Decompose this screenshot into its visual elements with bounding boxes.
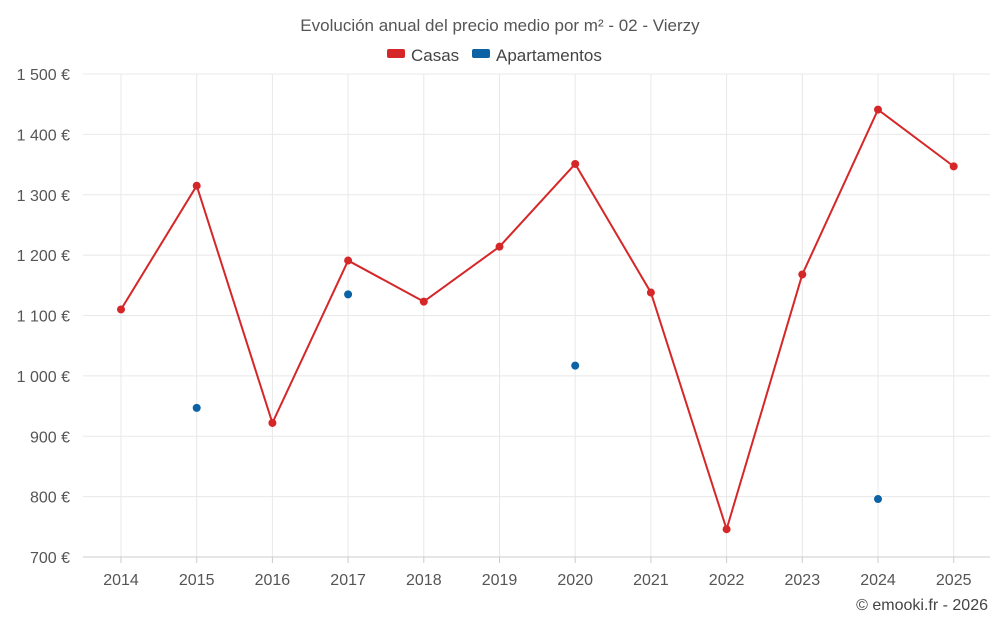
data-point-casas[interactable] — [874, 105, 882, 114]
legend-item-casas[interactable]: Casas — [387, 46, 459, 65]
data-point-apartamentos[interactable] — [571, 361, 580, 370]
grid — [83, 73, 990, 558]
y-tick-label: 1 000 € — [17, 369, 70, 386]
data-point-casas[interactable] — [344, 256, 353, 265]
data-point-casas[interactable] — [949, 162, 958, 171]
legend-label-casas: Casas — [411, 46, 459, 65]
data-point-casas[interactable] — [192, 181, 201, 190]
legend-label-apartamentos: Apartamentos — [496, 46, 602, 65]
data-point-casas[interactable] — [798, 270, 807, 279]
data-point-apartamentos[interactable] — [192, 403, 201, 412]
legend-item-apartamentos[interactable]: Apartamentos — [472, 46, 602, 65]
axes: 700 € 800 € 900 € 1 000 € 1 100 € 1 200 € 1 30… — [17, 67, 990, 589]
legend-swatch-casas — [387, 49, 405, 58]
data-point-apartamentos[interactable] — [344, 290, 353, 299]
data-point-casas[interactable] — [495, 242, 504, 251]
x-tick-label: 2022 — [709, 572, 745, 589]
x-tick-label: 2015 — [179, 572, 215, 589]
y-tick-label: 1 500 € — [17, 67, 70, 84]
data-point-casas[interactable] — [268, 418, 277, 427]
y-tick-label: 800 € — [30, 490, 70, 507]
x-tick-label: 2019 — [482, 572, 518, 589]
series — [117, 105, 958, 534]
data-point-apartamentos[interactable] — [874, 495, 882, 504]
y-tick-label: 700 € — [30, 550, 70, 567]
x-tick-label: 2025 — [936, 572, 972, 589]
x-tick-label: 2014 — [103, 572, 139, 589]
x-tick-label: 2023 — [785, 572, 821, 589]
data-point-casas[interactable] — [722, 525, 731, 534]
y-tick-label: 1 400 € — [17, 127, 70, 144]
data-point-casas[interactable] — [646, 288, 655, 297]
data-point-casas[interactable] — [419, 297, 428, 306]
x-tick-label: 2020 — [557, 572, 593, 589]
y-tick-label: 900 € — [30, 429, 70, 446]
data-point-casas[interactable] — [117, 305, 125, 314]
x-tick-label: 2021 — [633, 572, 669, 589]
legend-swatch-apartamentos — [472, 49, 490, 58]
legend: Casas Apartamentos — [387, 46, 602, 65]
y-tick-label: 1 100 € — [17, 309, 70, 326]
y-tick-label: 1 300 € — [17, 188, 70, 205]
y-tick-label: 1 200 € — [17, 248, 70, 265]
x-tick-label: 2017 — [330, 572, 366, 589]
data-point-casas[interactable] — [571, 159, 580, 168]
credit-text: © emooki.fr - 2026 — [856, 597, 988, 614]
x-tick-label: 2024 — [860, 572, 896, 589]
x-tick-label: 2016 — [255, 572, 291, 589]
chart-title: Evolución anual del precio medio por m² … — [300, 16, 700, 35]
x-tick-label: 2018 — [406, 572, 442, 589]
series-line-casas — [120, 108, 955, 531]
